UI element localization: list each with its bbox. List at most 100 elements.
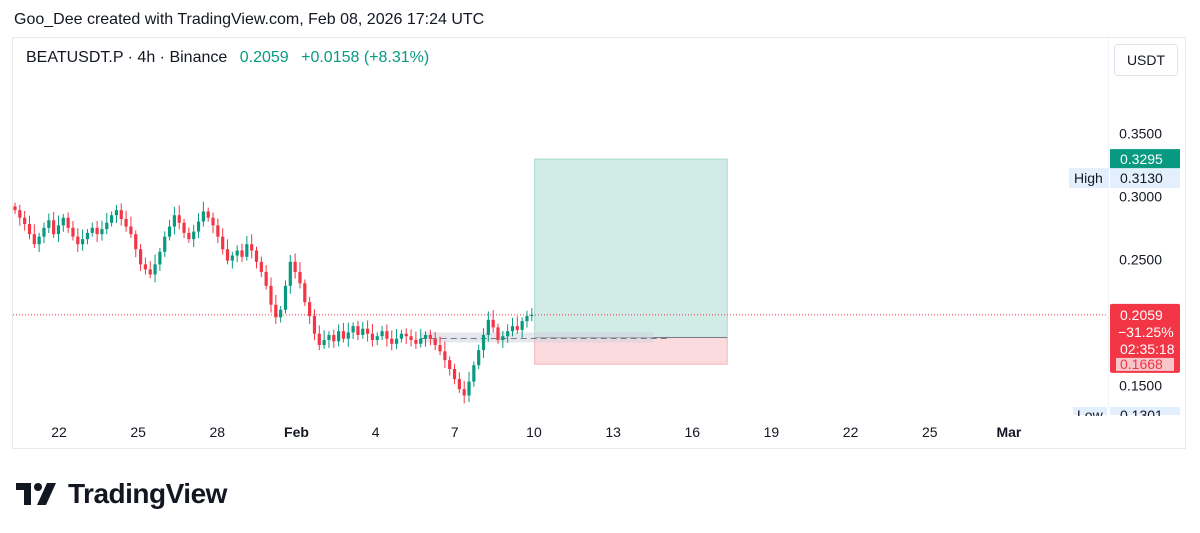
candle <box>409 329 413 347</box>
time-axis-label: Feb <box>284 424 309 440</box>
candle-body <box>119 210 123 219</box>
time-axis-label: 22 <box>843 424 859 440</box>
candle <box>288 255 292 294</box>
candle-body <box>240 250 244 257</box>
candle-body <box>211 217 215 226</box>
price-axis-separator <box>1108 38 1109 408</box>
candle-body <box>496 327 500 340</box>
profit-zone <box>534 158 728 338</box>
price-axis-label: 0.1500 <box>1119 377 1162 393</box>
candle <box>119 203 123 226</box>
candle-body <box>81 239 85 245</box>
candle-body <box>448 360 452 369</box>
candle-body <box>332 334 336 342</box>
candle-body <box>148 269 152 275</box>
candle-body <box>274 304 278 318</box>
range-box <box>420 332 654 343</box>
candle-body <box>85 232 90 240</box>
low-value-bg <box>1110 407 1180 415</box>
candle-body <box>221 236 225 250</box>
candle-body <box>138 249 143 265</box>
candle <box>467 371 471 403</box>
candle-body <box>264 271 268 286</box>
candle <box>216 218 220 244</box>
candle <box>317 325 321 351</box>
candle <box>525 310 529 328</box>
candle-body <box>192 231 196 240</box>
candle <box>477 344 481 369</box>
low-label-group: Low 0.1301 <box>1073 407 1180 416</box>
candle-body <box>472 365 476 382</box>
candle <box>172 206 176 235</box>
price-axis-label: 0.3000 <box>1119 188 1162 204</box>
target-price-label: 0.3295 <box>1120 151 1163 167</box>
candle-body <box>322 340 326 346</box>
time-axis-label: 25 <box>130 424 146 440</box>
candle <box>47 213 51 233</box>
candle-body <box>390 338 394 344</box>
candle-body <box>452 368 457 380</box>
candle-body <box>481 334 486 351</box>
stop-price-label: 0.1668 <box>1120 356 1163 372</box>
candle-body <box>375 336 379 340</box>
candle-body <box>56 225 61 235</box>
candle <box>385 324 389 347</box>
candle-body <box>90 227 94 233</box>
candle <box>438 336 442 356</box>
attribution-text: Goo_Dee created with TradingView.com, Fe… <box>14 11 485 28</box>
candle-body <box>438 345 442 352</box>
candle-body <box>356 326 360 335</box>
candle-body <box>423 334 428 339</box>
candle <box>105 212 109 235</box>
candle <box>279 305 283 323</box>
candle-body <box>298 271 302 284</box>
symbol-info[interactable]: BEATUSDT.P · 4h · Binance <box>26 49 228 66</box>
candle <box>356 320 360 341</box>
candle <box>245 235 249 261</box>
candle <box>134 230 138 258</box>
candle <box>341 322 346 343</box>
candle <box>448 356 452 376</box>
candle-body <box>32 234 36 245</box>
candle <box>375 332 379 346</box>
candle-body <box>143 264 148 270</box>
candle <box>472 361 476 387</box>
candle <box>520 317 524 338</box>
candle <box>225 239 230 265</box>
candle <box>42 222 46 244</box>
candle-body <box>409 336 413 340</box>
candle-body <box>341 331 346 339</box>
candle <box>481 328 486 359</box>
candle <box>196 213 201 239</box>
candle <box>192 224 196 248</box>
candle-body <box>486 319 490 335</box>
candle-body <box>293 261 297 272</box>
candle-body <box>42 227 46 237</box>
high-tag-bg <box>1069 168 1109 189</box>
chart-frame <box>12 37 1186 449</box>
candle-body <box>269 285 273 305</box>
low-tag-bg <box>1073 407 1107 415</box>
tradingview-logo[interactable]: TradingView <box>16 478 227 510</box>
candle-body <box>124 218 128 227</box>
candle-body <box>216 225 220 237</box>
candle <box>13 202 17 214</box>
candle-body <box>303 283 307 303</box>
candle <box>390 330 394 351</box>
candle <box>501 330 505 348</box>
candle <box>346 322 350 347</box>
candle <box>76 228 80 253</box>
candle <box>56 215 61 243</box>
candle <box>506 324 510 343</box>
candle-body <box>317 333 321 346</box>
candle-body <box>428 334 432 339</box>
currency-button[interactable]: USDT <box>1114 44 1178 76</box>
candle-body <box>177 215 181 223</box>
candle <box>81 229 85 251</box>
candle <box>221 228 225 255</box>
candle <box>361 321 365 339</box>
time-axis-label: 13 <box>605 424 621 440</box>
candle <box>496 323 500 344</box>
candle <box>254 246 259 269</box>
